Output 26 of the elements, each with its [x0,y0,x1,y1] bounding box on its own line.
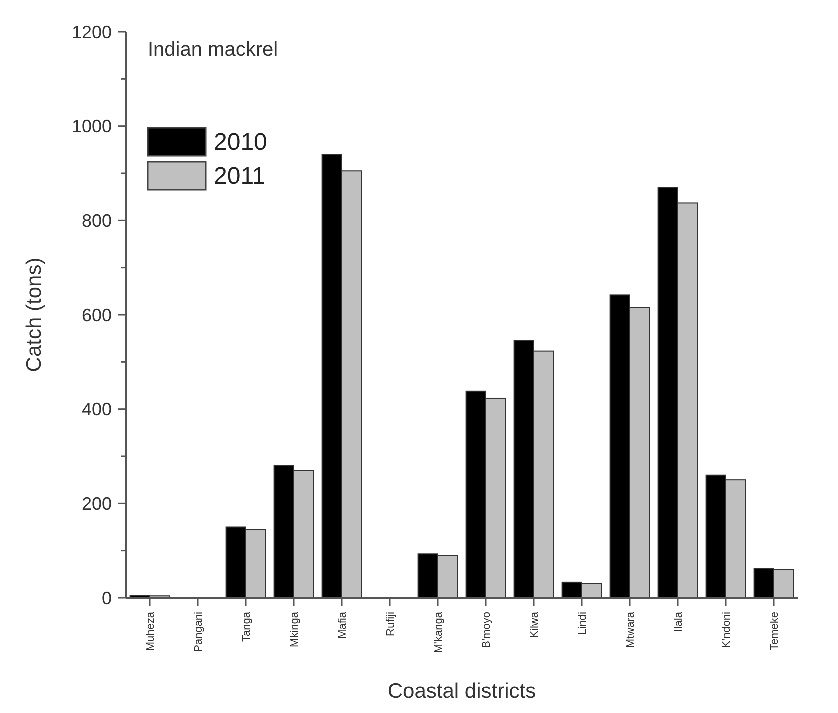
x-tick-label: B'moyo [481,612,493,648]
y-tick-label: 600 [82,305,112,326]
chart-title: Indian mackrel [148,39,278,61]
y-tick-label: 0 [102,588,112,608]
y-tick-label: 200 [82,494,112,514]
x-tick-label: Lindi [577,612,589,636]
x-axis-title: Coastal districts [388,680,536,703]
x-tick-label: Pangani [193,612,205,652]
y-tick-label: 400 [82,400,112,420]
x-tick-label: Mafia [337,611,349,639]
x-tick-label: Rufiji [385,612,397,636]
legend-label: 2011 [214,163,266,190]
x-tick-label: Tanga [241,611,253,642]
x-tick-label: Mtwara [625,611,637,648]
x-tick-label: Muheza [145,611,157,652]
x-tick-label: M'kanga [433,611,445,654]
x-tick-label: Ilala [673,611,685,632]
y-tick-label: 1000 [72,116,112,137]
x-tick-label: K'ndoni [721,612,733,648]
x-tick-label: Temeke [769,612,781,651]
x-tick-label: Kilwa [529,611,541,638]
y-tick-label: 1200 [72,22,112,42]
y-tick-label: 800 [82,210,112,231]
legend-label: 2010 [214,129,268,156]
y-axis-title: Catch (tons) [23,258,46,372]
x-tick-label: Mkinga [289,611,301,648]
